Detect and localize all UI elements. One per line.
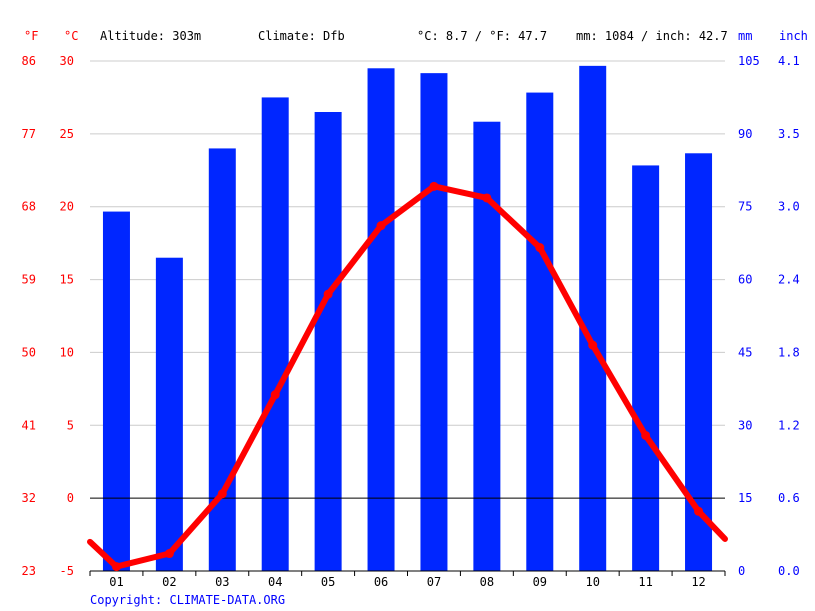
fahrenheit-tick-label: 41 — [22, 418, 36, 432]
celsius-tick-label: 15 — [60, 273, 74, 287]
precipitation-bar — [314, 112, 342, 571]
month-tick-label: 06 — [374, 575, 388, 589]
temperature-point — [694, 506, 704, 516]
precipitation-bar — [261, 97, 289, 571]
month-tick-label: 08 — [480, 575, 494, 589]
temperature-point — [270, 390, 280, 400]
unit-fahrenheit-label: °F — [24, 29, 38, 43]
temperature-point — [217, 489, 227, 499]
temperature-line — [87, 181, 728, 572]
temperature-point — [376, 221, 386, 231]
temperature-point — [429, 181, 439, 191]
inch-tick-label: 3.0 — [778, 200, 800, 214]
mm-tick-label: 30 — [738, 418, 752, 432]
copyright-link[interactable]: Copyright: CLIMATE-DATA.ORG — [90, 593, 285, 607]
tick-labels: -5 23 0 32 5 41 10 50 15 59 20 68 25 77 30 86 0 0.0 15 0.6 3… — [22, 54, 800, 589]
inch-tick-label: 3.5 — [778, 127, 800, 141]
precipitation-bar — [632, 165, 660, 571]
month-tick-label: 05 — [321, 575, 335, 589]
month-tick-label: 01 — [109, 575, 123, 589]
fahrenheit-tick-label: 86 — [22, 54, 36, 68]
month-tick-label: 07 — [427, 575, 441, 589]
mm-tick-label: 45 — [738, 345, 752, 359]
precipitation-bars — [102, 65, 713, 572]
inch-tick-label: 0.6 — [778, 491, 800, 505]
celsius-tick-label: 20 — [60, 200, 74, 214]
temperature-point — [111, 562, 121, 572]
inch-tick-label: 2.4 — [778, 273, 800, 287]
altitude-label: Altitude: 303m — [100, 29, 201, 43]
unit-celsius-label: °C — [64, 29, 78, 43]
precipitation-bar — [526, 92, 554, 572]
temperature-line-path — [87, 183, 728, 570]
precipitation-total-label: mm: 1084 / inch: 42.7 — [576, 29, 728, 43]
month-tick-label: 11 — [638, 575, 652, 589]
mm-tick-label: 75 — [738, 200, 752, 214]
mm-tick-label: 15 — [738, 491, 752, 505]
inch-tick-label: 1.2 — [778, 418, 800, 432]
mm-tick-label: 105 — [738, 54, 760, 68]
precipitation-bar — [155, 257, 183, 571]
month-tick-label: 09 — [533, 575, 547, 589]
temperature-point — [482, 193, 492, 203]
unit-mm-label: mm — [738, 29, 752, 43]
month-tick-label: 04 — [268, 575, 282, 589]
gridlines — [90, 60, 725, 572]
celsius-tick-label: 30 — [60, 54, 74, 68]
axes — [89, 497, 726, 576]
fahrenheit-tick-label: 59 — [22, 273, 36, 287]
fahrenheit-tick-label: 50 — [22, 345, 36, 359]
celsius-tick-label: 5 — [67, 418, 74, 432]
climate-label: Climate: Dfb — [258, 29, 345, 43]
celsius-tick-label: 10 — [60, 345, 74, 359]
temperature-point — [588, 340, 598, 350]
inch-tick-label: 0.0 — [778, 564, 800, 578]
precipitation-bar — [473, 121, 501, 571]
precipitation-bar — [102, 211, 130, 572]
fahrenheit-tick-label: 68 — [22, 200, 36, 214]
fahrenheit-tick-label: 23 — [22, 564, 36, 578]
unit-inch-label: inch — [779, 29, 808, 43]
month-tick-label: 12 — [691, 575, 705, 589]
month-tick-label: 03 — [215, 575, 229, 589]
temperature-point — [535, 243, 545, 253]
inch-tick-label: 1.8 — [778, 345, 800, 359]
fahrenheit-tick-label: 32 — [22, 491, 36, 505]
precipitation-bar — [367, 68, 395, 572]
mm-tick-label: 90 — [738, 127, 752, 141]
precipitation-bar — [579, 65, 607, 571]
inch-tick-label: 4.1 — [778, 54, 800, 68]
celsius-tick-label: 25 — [60, 127, 74, 141]
avg-temperature-label: °C: 8.7 / °F: 47.7 — [417, 29, 547, 43]
mm-tick-label: 60 — [738, 273, 752, 287]
month-tick-label: 02 — [162, 575, 176, 589]
mm-tick-label: 0 — [738, 564, 745, 578]
precipitation-bar — [420, 73, 448, 572]
celsius-tick-label: 0 — [67, 491, 74, 505]
temperature-point — [164, 549, 174, 559]
temperature-point — [323, 289, 333, 299]
month-tick-label: 10 — [585, 575, 599, 589]
fahrenheit-tick-label: 77 — [22, 127, 36, 141]
celsius-tick-label: -5 — [60, 564, 74, 578]
temperature-point — [641, 430, 651, 440]
